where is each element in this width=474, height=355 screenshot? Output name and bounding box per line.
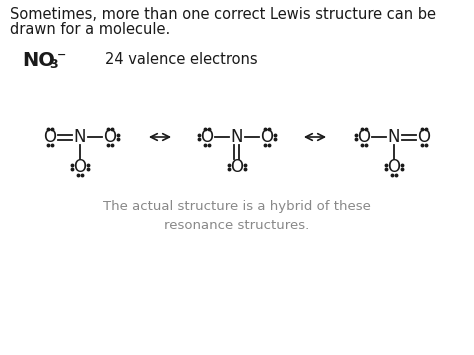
Text: O: O [418,128,430,146]
Text: O: O [388,158,401,176]
Text: O: O [73,158,86,176]
Text: O: O [103,128,117,146]
Text: N: N [231,128,243,146]
Text: Sometimes, more than one correct Lewis structure can be: Sometimes, more than one correct Lewis s… [10,7,436,22]
Text: −: − [57,50,66,60]
Text: O: O [261,128,273,146]
Text: O: O [357,128,371,146]
Text: 24 valence electrons: 24 valence electrons [105,53,258,67]
Text: O: O [230,158,244,176]
Text: O: O [201,128,213,146]
Text: 3: 3 [49,59,58,71]
Text: drawn for a molecule.: drawn for a molecule. [10,22,170,37]
Text: O: O [44,128,56,146]
Text: N: N [74,128,86,146]
Text: N: N [388,128,400,146]
Text: The actual structure is a hybrid of these
resonance structures.: The actual structure is a hybrid of thes… [103,200,371,232]
Text: NO: NO [22,50,55,70]
